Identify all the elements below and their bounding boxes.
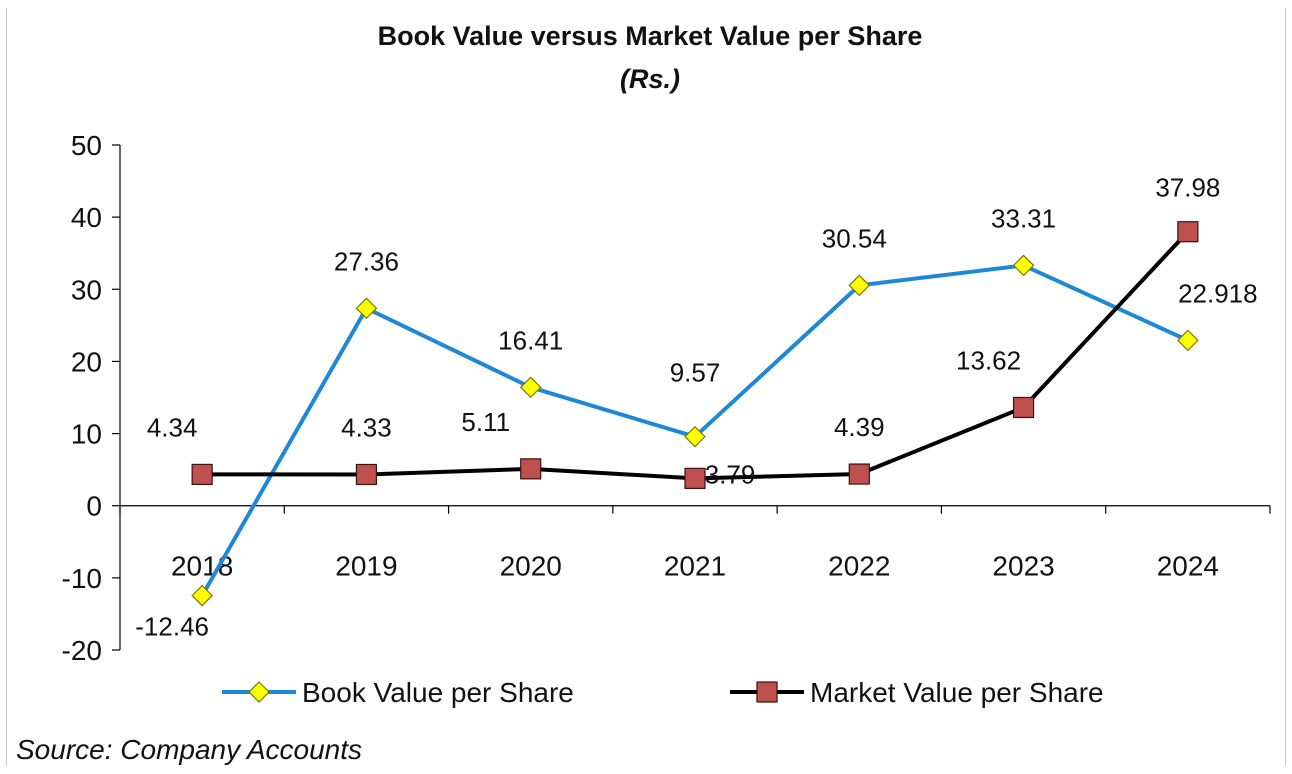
data-label: 30.54: [822, 223, 887, 253]
chart-frame: [6, 8, 1286, 766]
book-value-point: [684, 425, 706, 448]
data-label: 4.34: [147, 412, 198, 442]
x-tick-label: 2019: [335, 551, 397, 582]
data-label: 5.11: [461, 407, 510, 437]
data-label: 3.79: [705, 459, 756, 489]
data-label: 37.98: [1155, 173, 1220, 203]
book-value-point: [519, 376, 542, 399]
data-label: 9.57: [670, 358, 721, 388]
y-tick-label: 0: [86, 491, 102, 522]
market-value-point: [1012, 396, 1035, 419]
data-label: 16.41: [498, 325, 563, 355]
market-value-point: [520, 458, 542, 480]
data-label: 4.33: [341, 412, 392, 442]
book-value-point: [1177, 329, 1199, 352]
data-label: 13.62: [956, 345, 1021, 375]
chart-title: Book Value versus Market Value per Share: [378, 21, 923, 51]
data-label: 33.31: [991, 203, 1056, 233]
data-label: 4.39: [834, 412, 885, 442]
y-tick-label: 30: [71, 274, 102, 305]
y-tick-label: 20: [71, 346, 102, 377]
x-tick-label: 2022: [828, 551, 890, 582]
series-lines: [191, 221, 1199, 607]
y-tick-label: 10: [71, 419, 102, 450]
chart-subtitle: (Rs.): [620, 64, 680, 94]
legend-label-2: Market Value per Share: [810, 677, 1104, 708]
source-note: Source: Company Accounts: [16, 734, 362, 765]
legend-square-icon: [756, 681, 778, 703]
book-value-point: [355, 297, 378, 320]
book-value-point: [848, 274, 871, 297]
y-tick-label: -20: [62, 635, 102, 666]
data-label: 22.918: [1178, 278, 1258, 308]
data-label: -12.46: [135, 612, 209, 642]
y-tick-label: 50: [71, 130, 102, 161]
y-tick-label: 40: [71, 202, 102, 233]
market-value-point: [684, 467, 706, 489]
legend: Book Value per Share Market Value per Sha…: [222, 677, 1104, 708]
market-value-point: [1177, 221, 1199, 243]
market-value-point: [191, 463, 213, 486]
book-value-point: [191, 584, 213, 607]
x-tick-label: 2020: [500, 551, 562, 582]
x-tick-label: 2021: [664, 551, 726, 582]
data-labels: -12.46 27.36 16.41 9.57 30.54 33.31 22.918 4.34…: [135, 173, 1257, 642]
data-label: 27.36: [334, 246, 399, 276]
legend-diamond-icon: [248, 681, 270, 703]
market-value-point: [848, 463, 870, 485]
x-tick-label: 2024: [1157, 551, 1219, 582]
x-tick-label: 2023: [992, 551, 1054, 582]
market-value-point: [355, 463, 378, 486]
legend-label-1: Book Value per Share: [302, 677, 574, 708]
book-value-point: [1012, 254, 1035, 277]
y-tick-label: -10: [62, 563, 102, 594]
